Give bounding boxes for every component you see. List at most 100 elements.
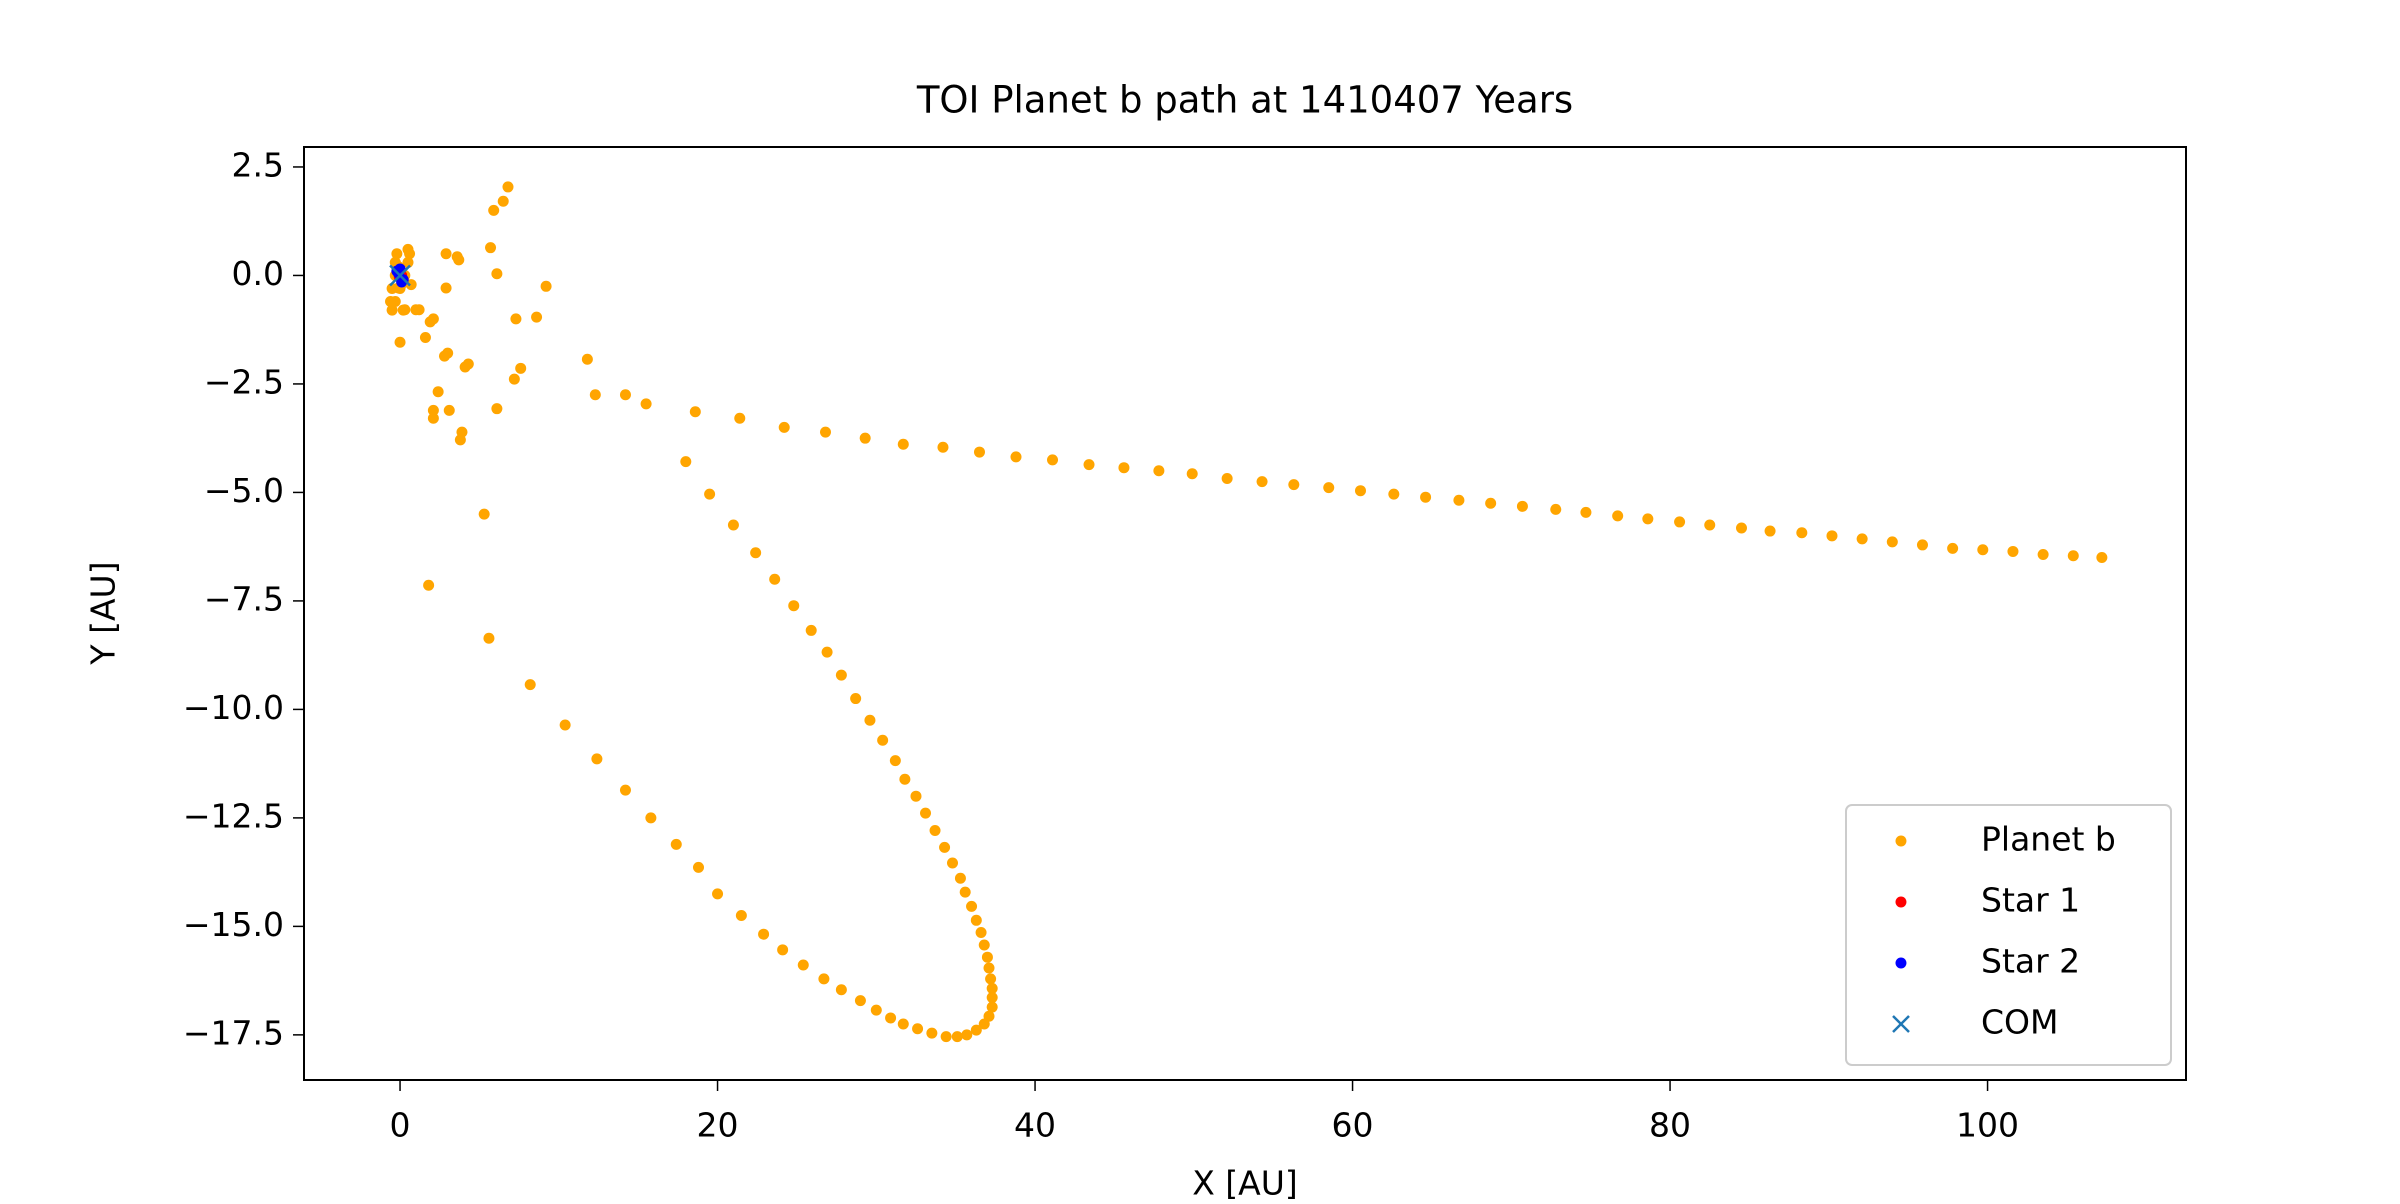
point — [1485, 497, 1497, 509]
point — [485, 242, 497, 254]
point — [978, 1018, 990, 1030]
point — [850, 693, 862, 705]
point — [961, 1029, 973, 1041]
point — [404, 248, 416, 260]
point — [1735, 522, 1747, 534]
point — [559, 719, 571, 731]
point — [1796, 527, 1808, 539]
point — [619, 389, 631, 401]
y-tick-label: −15.0 — [183, 905, 284, 944]
point — [975, 926, 987, 938]
point — [939, 841, 951, 853]
point — [1947, 542, 1959, 554]
point — [402, 256, 414, 268]
point — [854, 995, 866, 1007]
point — [389, 264, 411, 287]
point — [937, 441, 949, 453]
point — [670, 838, 682, 850]
legend-marker — [1895, 835, 1907, 847]
point — [926, 1027, 938, 1039]
legend-label: COM — [1981, 1003, 2059, 1042]
point — [1826, 530, 1838, 542]
point — [2096, 552, 2108, 564]
point — [424, 316, 436, 328]
point — [432, 386, 444, 398]
point — [524, 679, 536, 691]
point — [502, 181, 514, 193]
legend-item: Star 2 — [1895, 942, 2080, 981]
point — [1516, 500, 1528, 512]
point — [1580, 506, 1592, 518]
legend-label: Star 2 — [1981, 942, 2080, 981]
point — [951, 1031, 963, 1043]
point — [394, 336, 406, 348]
point — [497, 195, 509, 207]
point — [910, 790, 922, 802]
point — [797, 959, 809, 971]
point — [758, 928, 770, 940]
point — [689, 406, 701, 418]
y-axis-label: Y [AU] — [84, 561, 123, 665]
point — [443, 404, 455, 416]
point — [727, 519, 739, 531]
point — [491, 268, 503, 280]
point — [986, 992, 998, 1004]
point — [692, 861, 704, 873]
point — [1388, 488, 1400, 500]
point — [488, 204, 500, 216]
point — [1642, 513, 1654, 525]
point — [385, 295, 397, 307]
point — [778, 421, 790, 433]
point — [835, 669, 847, 681]
point — [619, 784, 631, 796]
point — [1420, 491, 1432, 503]
point — [1977, 544, 1989, 556]
point — [947, 857, 959, 869]
point — [645, 812, 657, 824]
point — [391, 248, 403, 260]
x-tick-label: 80 — [1649, 1106, 1691, 1145]
point — [454, 434, 466, 446]
legend-label: Planet b — [1981, 820, 2116, 859]
legend: Planet b Star 1 Star 2 COM — [1845, 804, 2172, 1066]
point — [1674, 516, 1686, 528]
point — [591, 753, 603, 765]
legend-item: Planet b — [1895, 820, 2116, 859]
point — [704, 488, 716, 500]
point — [819, 426, 831, 438]
point — [515, 362, 527, 374]
point-stroke — [389, 264, 411, 287]
x-tick-label: 0 — [390, 1106, 411, 1145]
point — [397, 304, 409, 316]
point — [986, 1001, 998, 1013]
x-tick-label: 60 — [1332, 1106, 1374, 1145]
point — [438, 350, 450, 362]
point — [483, 632, 495, 644]
point — [821, 646, 833, 658]
point — [985, 973, 997, 985]
legend-marker — [1895, 896, 1907, 908]
point — [929, 824, 941, 836]
point — [640, 398, 652, 410]
point — [889, 755, 901, 767]
point — [462, 358, 474, 370]
point — [1256, 476, 1268, 488]
point — [1612, 510, 1624, 522]
y-tick-label: 0.0 — [232, 254, 284, 293]
y-tick-label: 2.5 — [232, 145, 284, 184]
point — [581, 353, 593, 365]
point — [1118, 462, 1130, 474]
point — [885, 1012, 897, 1024]
y-tick-label: −10.0 — [183, 688, 284, 727]
point — [386, 304, 398, 316]
point — [1047, 454, 1059, 466]
legend-item: Star 1 — [1895, 881, 2080, 920]
point — [2007, 545, 2019, 557]
chart-title: TOI Planet b path at 1410407 Years — [916, 79, 1573, 122]
y-tick-label: −7.5 — [204, 579, 284, 618]
point — [899, 773, 911, 785]
point — [491, 403, 503, 415]
point — [978, 939, 990, 951]
point — [386, 282, 398, 294]
